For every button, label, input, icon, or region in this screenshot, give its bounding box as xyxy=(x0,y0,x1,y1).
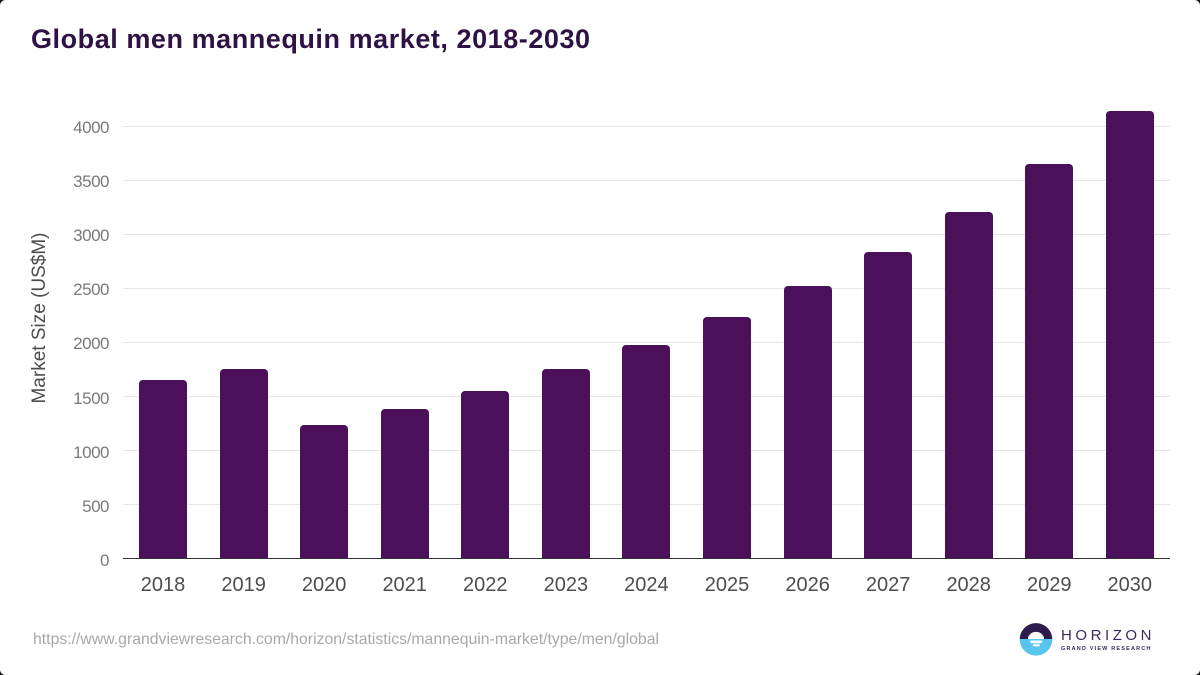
svg-text:GRAND VIEW RESEARCH: GRAND VIEW RESEARCH xyxy=(1061,646,1152,652)
svg-text:HORIZON: HORIZON xyxy=(1061,627,1155,644)
